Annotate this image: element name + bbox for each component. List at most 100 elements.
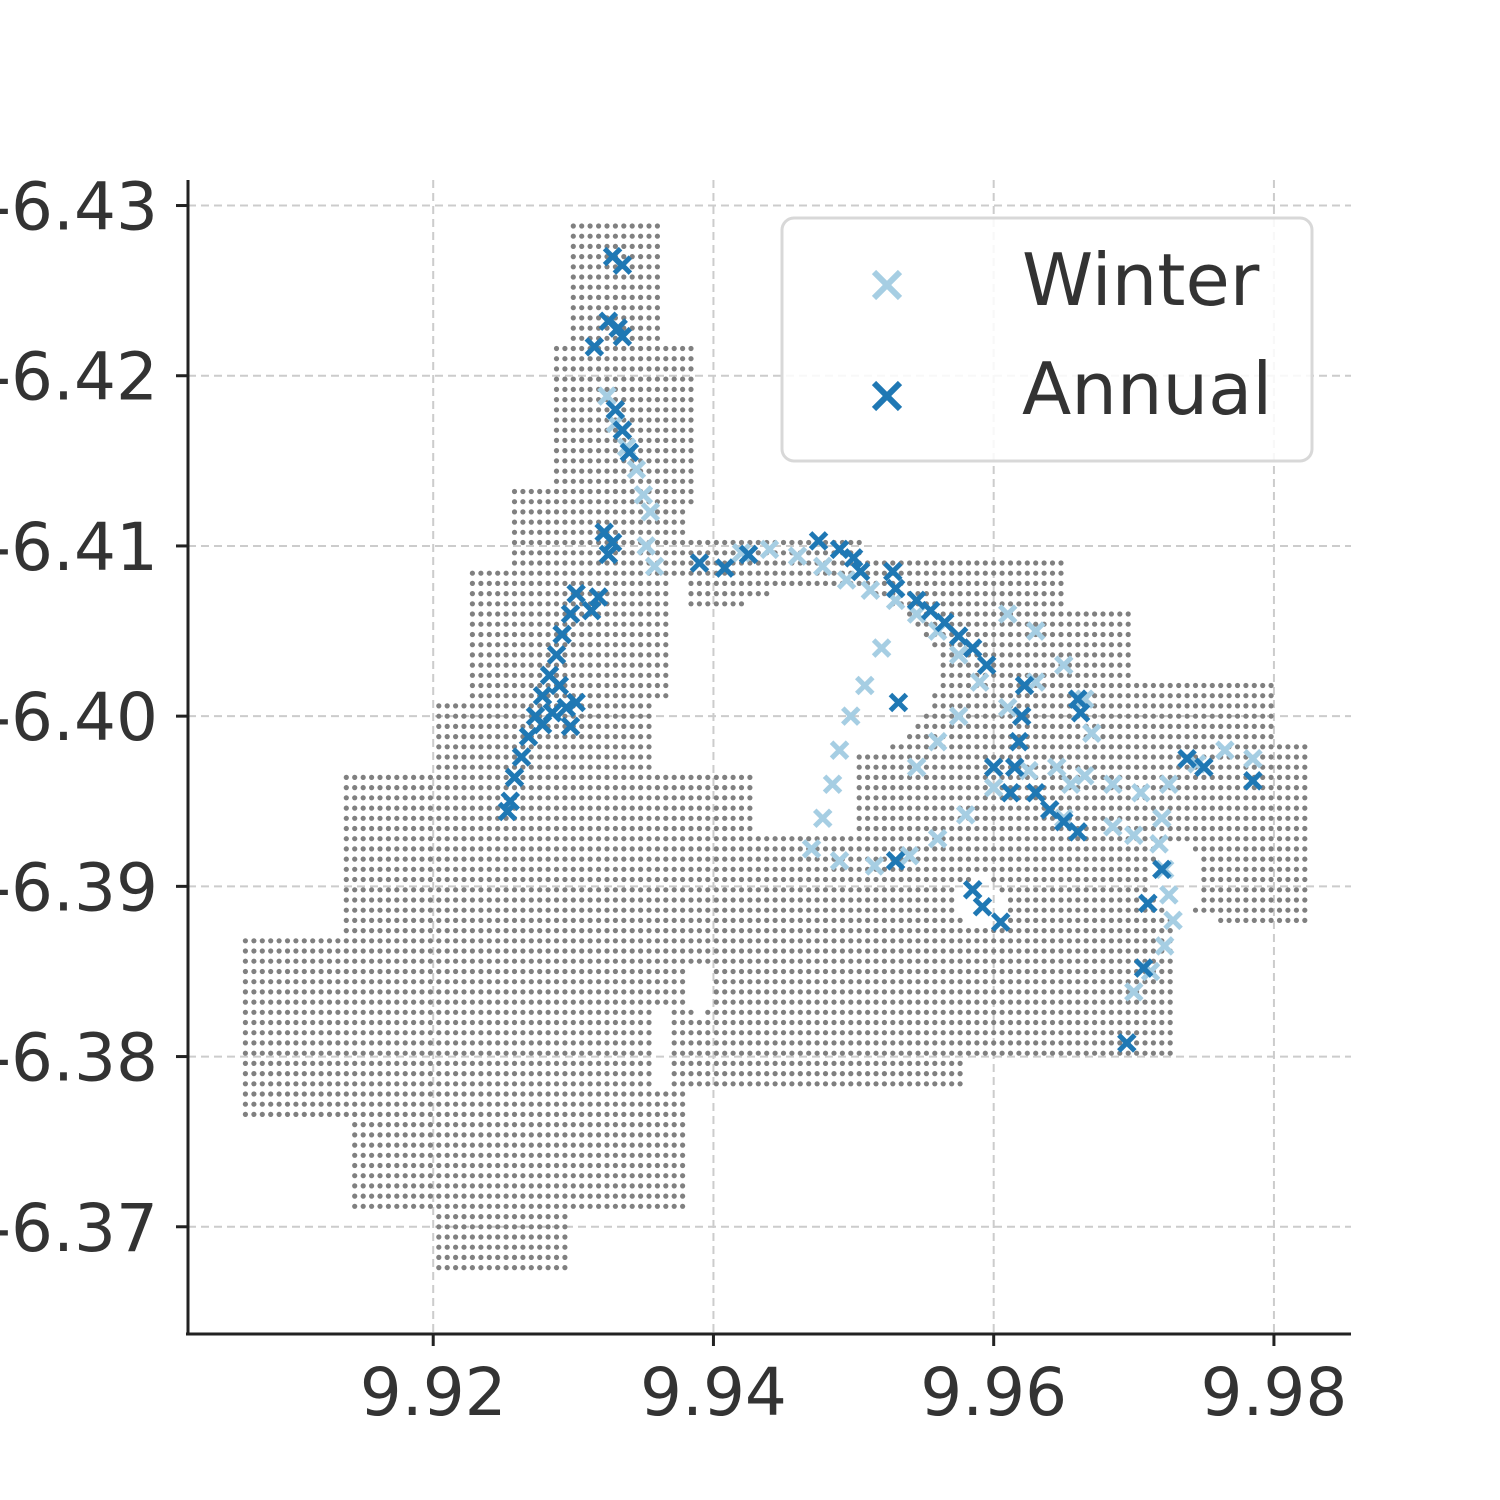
background-point [1066,948,1072,954]
background-point [688,427,694,433]
background-point [284,938,291,944]
background-point [654,642,661,648]
background-point [789,968,795,975]
background-point [360,979,366,985]
background-point [680,1030,686,1036]
background-point [814,866,820,872]
background-point [713,876,719,883]
background-point [486,662,492,668]
background-point [511,1142,518,1148]
background-point [873,928,879,934]
background-point [486,958,492,964]
background-point [1083,785,1089,791]
background-point [730,1030,736,1036]
background-point [848,539,854,546]
background-point [553,1019,560,1026]
background-point [461,1142,467,1148]
background-point [251,1081,257,1087]
background-point [789,539,795,546]
background-point [587,723,593,730]
background-point [360,1142,366,1148]
background-point [528,539,534,546]
background-point [688,601,694,607]
background-point [991,662,997,668]
background-point [402,1173,408,1179]
background-point [949,754,955,760]
background-point [663,1132,669,1138]
background-point [570,825,576,832]
background-point [646,284,652,290]
background-point [251,968,257,975]
background-point [780,938,787,944]
background-point [671,1193,677,1199]
background-point [579,672,585,678]
background-point [898,1081,904,1087]
background-point [503,601,509,607]
background-point [915,1081,921,1087]
background-point [562,366,568,372]
background-point [604,1173,610,1179]
background-point [385,805,391,811]
background-point [621,386,627,392]
background-point [587,897,593,903]
background-point [461,1193,467,1199]
background-point [621,825,627,832]
background-point [688,866,694,872]
background-point [402,1019,408,1026]
background-point [654,836,661,842]
background-point [1041,744,1047,750]
background-point [436,805,442,811]
background-point [604,938,610,944]
background-point [503,580,509,587]
background-point [688,1009,694,1015]
background-point [444,856,450,862]
background-point [478,774,484,781]
background-point [999,1019,1005,1026]
background-point [478,1071,484,1077]
background-point [503,713,509,719]
background-point [251,1040,257,1046]
background-point [427,1060,433,1066]
background-point [427,774,433,781]
background-point [991,580,997,587]
background-point [537,621,543,627]
background-point [965,611,972,617]
background-point [915,1060,921,1066]
background-point [612,621,619,627]
background-point [730,1009,736,1015]
background-point [436,723,442,730]
background-point [251,1091,257,1097]
background-point [461,1173,467,1179]
background-point [528,693,534,699]
background-point [461,928,467,934]
background-point [478,887,484,893]
background-point [444,1019,450,1026]
background-point [957,1071,963,1077]
background-point [562,1152,568,1158]
background-point [587,1152,593,1158]
background-point [369,1183,375,1189]
background-point [722,989,728,995]
background-point [587,1081,593,1087]
background-point [730,795,736,801]
background-point [520,795,526,801]
background-point [965,693,972,699]
background-point [654,815,661,821]
background-point [1058,621,1064,627]
background-point [1041,1030,1047,1036]
background-point [495,1224,501,1230]
background-point [587,968,593,975]
background-point [722,580,728,587]
background-point [638,1132,644,1138]
background-point [511,642,518,648]
background-point [1024,938,1030,944]
background-point [596,1203,602,1209]
background-point [394,1132,400,1138]
background-point [1083,805,1089,811]
background-point [528,611,534,617]
background-point [638,672,644,678]
background-point [444,795,450,801]
background-point [562,907,568,913]
background-point [343,907,349,913]
background-point [478,621,484,627]
